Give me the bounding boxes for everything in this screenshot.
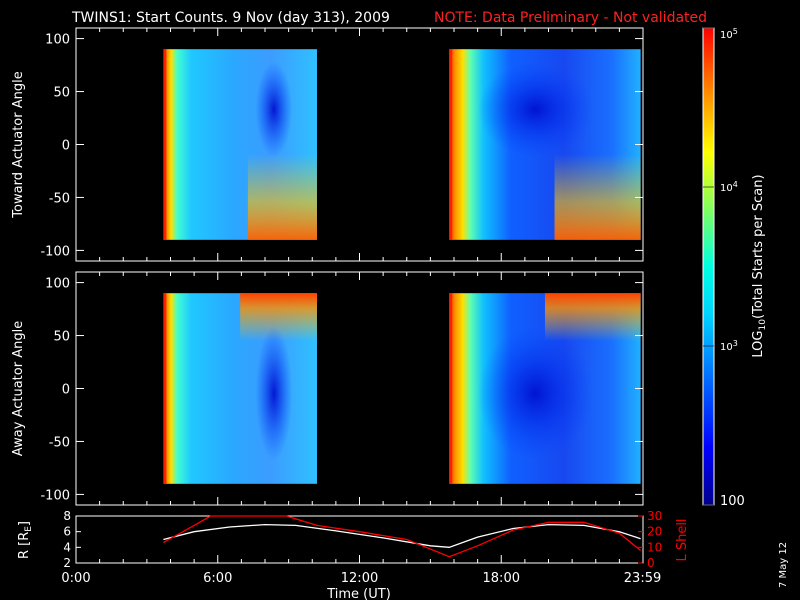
away-panel-edge-1: [163, 293, 167, 484]
toward-panel-ytick-label-2: 0: [62, 139, 70, 154]
orbit-series-r: [163, 523, 641, 548]
away-panel-ytick-label-0: -100: [40, 488, 70, 503]
r-tick-label-1: 4: [63, 540, 71, 554]
lshell-tick-label-1: 10: [647, 540, 662, 554]
away-heatmap-panel: -100 -50 0 50 100 Away Actuator Angle: [11, 271, 644, 506]
toward-heatmap-panel: -100 -50 0 50 100 Toward Actuator Angle: [11, 27, 644, 262]
toward-y-axis-label: Toward Actuator Angle: [11, 71, 26, 218]
r-tick-label-0: 2: [63, 556, 71, 570]
toward-panel-edge-2: [449, 49, 453, 240]
away-panel-ytick-label-1: -50: [49, 435, 70, 450]
time-axis-label: Time (UT): [326, 587, 391, 600]
l-shell-axis-label: L Shell: [675, 518, 690, 561]
away-panel-ytick-label-2: 0: [62, 383, 70, 398]
time-tick-label-0: 0:00: [61, 571, 90, 586]
toward-panel-low-count-region-2: [477, 61, 593, 158]
toward-panel-ytick-label-1: -50: [49, 191, 70, 206]
r-tick-label-3: 8: [63, 509, 71, 523]
colorbar-tick-label-3: 100: [720, 494, 745, 509]
time-tick-label-2: 12:00: [341, 571, 378, 586]
colorbar-tick-label-0: 105: [720, 27, 738, 41]
r-tick-label-2: 6: [63, 525, 71, 539]
away-panel-ytick-label-4: 100: [45, 277, 70, 292]
data-preliminary-note: NOTE: Data Preliminary - Not validated: [434, 10, 707, 26]
colorbar-tick-label-1: 104: [720, 180, 738, 194]
toward-panel-edge-1: [163, 49, 167, 240]
colorbar-tick-label-2: 103: [720, 339, 738, 353]
toward-panel-ytick-label-0: -100: [40, 244, 70, 259]
toward-panel-ytick-label-4: 100: [45, 33, 70, 48]
away-y-axis-label: Away Actuator Angle: [11, 321, 26, 456]
time-tick-label-1: 6:00: [203, 571, 232, 586]
toward-panel-low-count-region-1: [255, 61, 293, 158]
away-panel-edge-2: [449, 293, 453, 484]
toward-panel-ytick-label-3: 50: [53, 86, 70, 101]
colorbar-label: LOG10(Total Starts per Scan): [751, 174, 768, 357]
side-date: 7 May 12: [778, 542, 789, 588]
lshell-tick-label-2: 20: [647, 525, 662, 539]
lshell-tick-label-3: 30: [647, 509, 662, 523]
away-panel-low-count-region-1: [255, 326, 293, 461]
r-axis-label: R [RE]: [17, 521, 34, 559]
away-panel-ytick-label-3: 50: [53, 330, 70, 345]
orbit-series-l-shell: [163, 515, 642, 558]
colorbar-gradient: [703, 28, 714, 505]
lshell-tick-label-0: 0: [647, 556, 655, 570]
time-tick-label-4: 23:59: [624, 571, 661, 586]
away-panel-low-count-region-2: [477, 326, 593, 461]
colorbar: 105 104 103 100 LOG10(Total Starts per Scan…: [702, 27, 768, 509]
time-tick-label-3: 18:00: [483, 571, 520, 586]
figure-title: TWINS1: Start Counts. 9 Nov (day 313), 2…: [71, 10, 390, 26]
